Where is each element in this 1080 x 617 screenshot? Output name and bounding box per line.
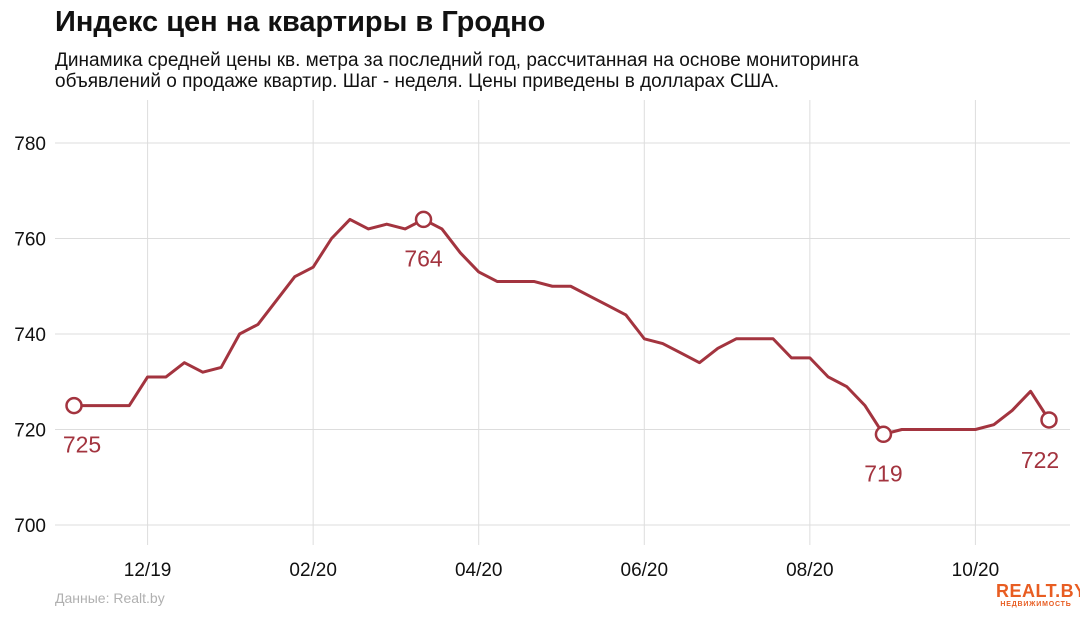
annotation-marker-764 (414, 210, 433, 229)
annotation-marker-719 (874, 425, 893, 444)
y-axis-ticks: 700 720 740 760 780 (14, 134, 46, 537)
y-tick-label-760: 760 (14, 230, 46, 251)
x-tick-label-10-20: 10/20 (952, 560, 1000, 581)
x-tick-label-12-19: 12/19 (124, 560, 172, 581)
subtitle-line-2: объявлений о продаже квартир. Шаг - неде… (55, 71, 780, 92)
y-tick-label-700: 700 (14, 516, 46, 537)
series-layer (72, 217, 1051, 436)
data-source-note: Данные: Realt.by (55, 590, 165, 606)
chart-subtitle: Динамика средней цены кв. метра за после… (55, 50, 1055, 92)
annotation-marker-722 (1040, 411, 1058, 429)
logo-subtitle: НЕДВИЖИМОСТЬ (1000, 601, 1072, 608)
price-index-line (72, 217, 1051, 436)
grid-layer (55, 100, 1070, 545)
chart-title: Индекс цен на квартиры в Гродно (55, 6, 546, 38)
x-tick-label-08-20: 08/20 (786, 560, 834, 581)
annotation-marker-725 (65, 396, 83, 415)
annotation-label-722: 722 (1021, 447, 1059, 473)
annotation-label-725: 725 (63, 432, 101, 458)
annotation-label-764: 764 (404, 245, 443, 271)
logo-wordmark: REALT.BY (996, 581, 1080, 601)
subtitle-line-1: Динамика средней цены кв. метра за после… (55, 50, 859, 71)
annotation-label-719: 719 (864, 460, 902, 486)
x-tick-label-02-20: 02/20 (289, 560, 337, 581)
x-axis-ticks: 12/19 02/20 04/20 06/20 08/20 10/20 (124, 560, 999, 581)
x-tick-label-04-20: 04/20 (455, 560, 503, 581)
annotation-layer: 725 764 719 722 (63, 210, 1059, 486)
y-tick-label-740: 740 (14, 325, 46, 346)
x-tick-label-06-20: 06/20 (621, 560, 669, 581)
realt-logo: REALT.BY НЕДВИЖИМОСТЬ (996, 581, 1080, 609)
y-tick-label-780: 780 (14, 134, 46, 155)
y-tick-label-720: 720 (14, 421, 46, 442)
